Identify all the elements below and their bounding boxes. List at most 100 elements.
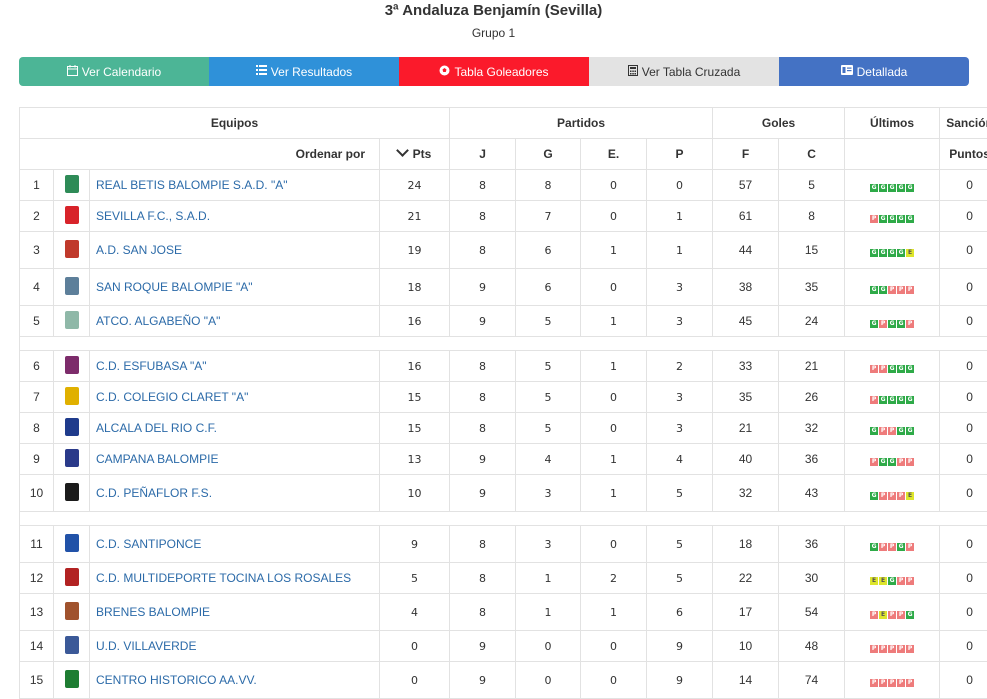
- team-name-link[interactable]: BRENES BALOMPIE: [90, 594, 380, 631]
- team-name-link[interactable]: C.D. ESFUBASA "A": [90, 351, 380, 382]
- e-cell: 0: [581, 526, 647, 563]
- ver-calendario-button[interactable]: Ver Calendario: [19, 57, 209, 86]
- sort-f-header[interactable]: F: [713, 139, 779, 170]
- sort-pts-header[interactable]: Pts: [380, 139, 450, 170]
- f-cell: 10: [713, 631, 779, 662]
- partidos-header: Partidos: [450, 108, 713, 139]
- result-badge: G: [870, 249, 878, 257]
- result-badge: G: [870, 543, 878, 551]
- team-name-link[interactable]: SEVILLA F.C., S.A.D.: [90, 201, 380, 232]
- team-name-link[interactable]: SAN ROQUE BALOMPIE "A": [90, 269, 380, 306]
- team-crest-cell: [54, 526, 90, 563]
- team-name-link[interactable]: C.D. SANTIPONCE: [90, 526, 380, 563]
- f-cell: 22: [713, 563, 779, 594]
- f-cell: 21: [713, 413, 779, 444]
- team-crest-cell: [54, 306, 90, 337]
- f-cell: 18: [713, 526, 779, 563]
- sancion-cell: 0: [940, 306, 987, 337]
- sancion-cell: 0: [940, 170, 987, 201]
- team-name-link[interactable]: C.D. COLEGIO CLARET "A": [90, 382, 380, 413]
- e-cell: 0: [581, 382, 647, 413]
- g-cell: 5: [516, 351, 581, 382]
- team-name-link[interactable]: ATCO. ALGABEÑO "A": [90, 306, 380, 337]
- result-badge: G: [897, 427, 905, 435]
- c-cell: 74: [779, 662, 845, 699]
- team-name-link[interactable]: C.D. PEÑAFLOR F.S.: [90, 475, 380, 512]
- c-cell: 15: [779, 232, 845, 269]
- detallada-button[interactable]: Detallada: [779, 57, 969, 86]
- result-badge: P: [906, 679, 914, 687]
- team-crest-icon: [65, 175, 79, 193]
- team-name-link[interactable]: U.D. VILLAVERDE: [90, 631, 380, 662]
- result-badge: P: [879, 492, 887, 500]
- g-cell: 7: [516, 201, 581, 232]
- sort-e-header[interactable]: E.: [581, 139, 647, 170]
- e-cell: 0: [581, 170, 647, 201]
- sort-p-header[interactable]: P: [647, 139, 713, 170]
- c-cell: 21: [779, 351, 845, 382]
- action-button-bar: Ver Calendario Ver Resultados Tabla Gole…: [19, 57, 969, 86]
- result-badge: G: [888, 458, 896, 466]
- p-cell: 3: [647, 306, 713, 337]
- e-cell: 0: [581, 269, 647, 306]
- result-badge: P: [906, 645, 914, 653]
- team-name-link[interactable]: CAMPANA BALOMPIE: [90, 444, 380, 475]
- result-badge: G: [888, 215, 896, 223]
- team-name-link[interactable]: ALCALA DEL RIO C.F.: [90, 413, 380, 444]
- result-badge: P: [870, 396, 878, 404]
- result-badge: P: [888, 645, 896, 653]
- tabla-goleadores-button[interactable]: Tabla Goleadores: [399, 57, 589, 86]
- result-badge: P: [897, 645, 905, 653]
- team-name-link[interactable]: A.D. SAN JOSE: [90, 232, 380, 269]
- result-badge: G: [879, 396, 887, 404]
- ver-calendario-label: Ver Calendario: [82, 65, 161, 79]
- ver-resultados-button[interactable]: Ver Resultados: [209, 57, 399, 86]
- team-name-link[interactable]: CENTRO HISTORICO AA.VV.: [90, 662, 380, 699]
- result-badge: P: [870, 611, 878, 619]
- result-badge: P: [870, 645, 878, 653]
- team-name-link[interactable]: REAL BETIS BALOMPIE S.A.D. "A": [90, 170, 380, 201]
- result-badge: P: [870, 215, 878, 223]
- result-badge: G: [906, 427, 914, 435]
- pts-cell: 15: [380, 382, 450, 413]
- sort-g-header[interactable]: G: [516, 139, 581, 170]
- sort-c-header[interactable]: C: [779, 139, 845, 170]
- sancion-cell: 0: [940, 444, 987, 475]
- position-cell: 6: [20, 351, 54, 382]
- result-badge: G: [888, 320, 896, 328]
- position-cell: 2: [20, 201, 54, 232]
- team-crest-icon: [65, 387, 79, 405]
- g-cell: 3: [516, 526, 581, 563]
- team-crest-cell: [54, 475, 90, 512]
- c-cell: 54: [779, 594, 845, 631]
- e-cell: 1: [581, 232, 647, 269]
- team-name-link[interactable]: C.D. MULTIDEPORTE TOCINA LOS ROSALES: [90, 563, 380, 594]
- ver-tabla-cruzada-button[interactable]: Ver Tabla Cruzada: [589, 57, 779, 86]
- sort-j-header[interactable]: J: [450, 139, 516, 170]
- sancion-cell: 0: [940, 382, 987, 413]
- j-cell: 9: [450, 631, 516, 662]
- position-cell: 7: [20, 382, 54, 413]
